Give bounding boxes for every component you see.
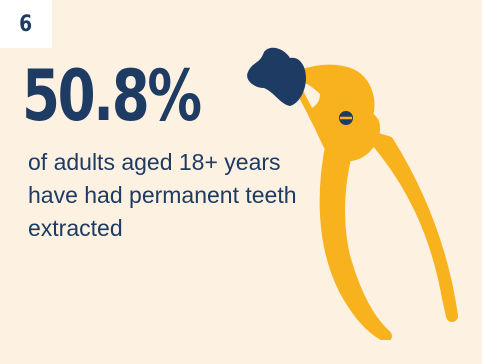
item-number-badge: 6 [0,0,52,48]
dental-forceps-with-tooth-icon [247,47,458,340]
stat-percentage: 50.8% [22,55,202,137]
item-number: 6 [19,11,33,37]
stat-description: of adults aged 18+ years have had perman… [28,149,297,241]
